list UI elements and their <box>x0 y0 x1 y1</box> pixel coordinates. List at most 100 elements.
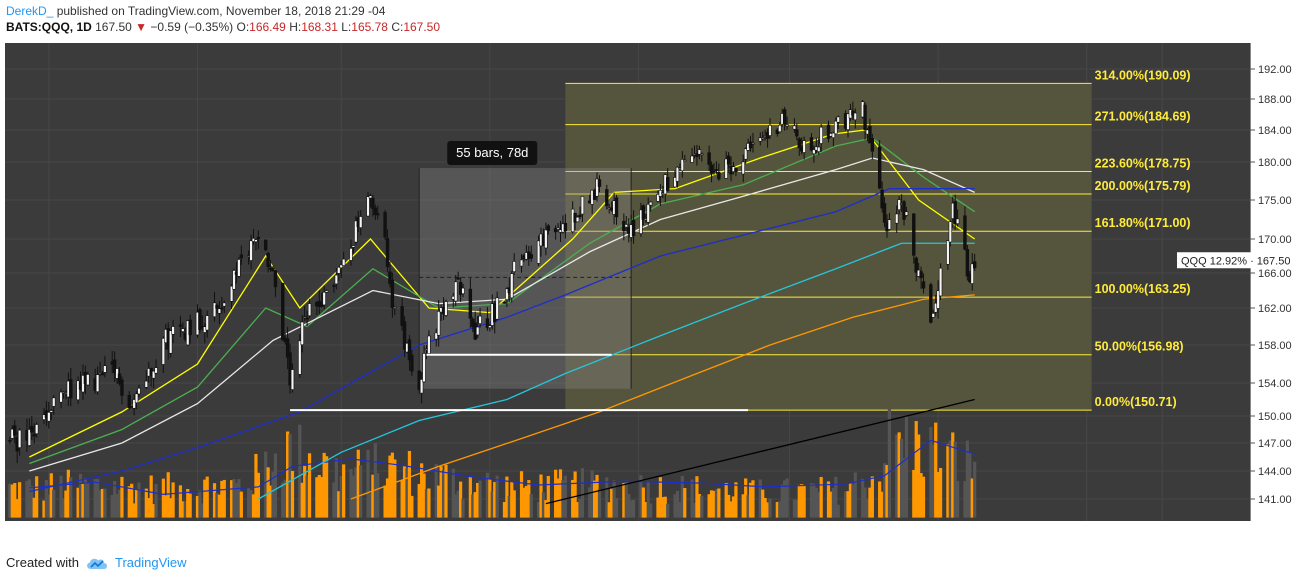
volume-bar <box>76 487 80 518</box>
candle-body <box>322 291 326 306</box>
candle-body <box>553 228 558 233</box>
candle-body <box>495 297 499 320</box>
candle-body <box>921 281 926 289</box>
trendline <box>545 398 975 505</box>
volume-bar <box>95 478 100 518</box>
candle-body <box>456 277 460 280</box>
y-tick-label: 192.00 <box>1258 64 1292 76</box>
candle-body <box>132 399 136 409</box>
candle-body <box>298 340 302 375</box>
volume-bar <box>417 483 421 518</box>
measure-label-bg <box>447 141 538 165</box>
volume-bar <box>305 475 309 518</box>
candle-body <box>778 124 782 133</box>
candle-body <box>792 125 797 130</box>
candle-body <box>512 261 516 272</box>
volume-bar <box>829 491 833 518</box>
volume-bar <box>649 503 653 518</box>
y-tick-label: 154.00 <box>1258 378 1292 390</box>
candle-body <box>853 112 858 121</box>
volume-bar <box>505 476 509 518</box>
volume-bar <box>390 452 394 518</box>
volume-bar <box>763 498 767 518</box>
y-tick-label: 147.00 <box>1258 438 1292 450</box>
volume-bar <box>802 485 806 518</box>
volume-bar <box>953 441 957 518</box>
volume-bar <box>948 440 952 518</box>
candle-body <box>237 259 241 277</box>
volume-bar <box>761 489 765 518</box>
candle-body <box>712 170 716 173</box>
volume-bar <box>178 485 183 518</box>
volume-bar <box>690 479 694 518</box>
volume-bar <box>18 482 22 518</box>
volume-bar <box>610 488 614 518</box>
candle-body <box>290 369 295 390</box>
volume-bar <box>212 483 217 518</box>
volume-bar <box>575 502 580 518</box>
tradingview-cloud-icon <box>87 558 107 569</box>
volume-bar <box>286 431 290 518</box>
measure-box <box>419 168 632 389</box>
price-tag-bg <box>1177 252 1295 269</box>
publish-line: DerekD_ published on TradingView.com, No… <box>6 3 440 19</box>
candle-body <box>334 274 339 285</box>
candle-body <box>266 252 270 268</box>
volume-bar <box>100 488 105 518</box>
candle-body <box>305 317 309 320</box>
candle-body <box>69 379 73 399</box>
volume-bar <box>144 488 148 518</box>
candle-body <box>161 338 166 365</box>
candle-body <box>475 326 480 336</box>
volume-bar <box>120 476 124 518</box>
candle-body <box>205 315 209 331</box>
candle-body <box>870 138 875 152</box>
moving-average-line <box>29 157 975 472</box>
candle-body <box>273 270 278 288</box>
candle-body <box>697 149 702 155</box>
volume-bar <box>780 484 784 518</box>
volume-bar <box>507 495 511 518</box>
volume-bar <box>117 489 122 518</box>
volume-bar <box>147 497 151 518</box>
candle-body <box>112 359 117 374</box>
candle-body <box>831 132 836 139</box>
volume-bar <box>758 479 762 518</box>
candle-body <box>307 303 312 317</box>
price-chart[interactable]: 314.00%(190.09) 271.00%(184.69) 223.60%(17… <box>5 43 1295 540</box>
volume-bar <box>746 494 750 518</box>
volume-bar <box>529 493 533 518</box>
volume-bar <box>188 493 192 518</box>
tradingview-link[interactable]: TradingView <box>114 555 187 570</box>
volume-bar <box>405 468 409 518</box>
volume-bar <box>675 490 680 518</box>
volume-bar <box>938 467 943 518</box>
volume-bar <box>454 494 458 518</box>
candle-body <box>505 288 509 300</box>
volume-bar <box>897 432 901 518</box>
volume-bar <box>812 483 816 518</box>
candle-body <box>929 284 933 323</box>
author-link[interactable]: DerekD_ <box>6 4 54 18</box>
chart-frame[interactable]: 314.00%(190.09) 271.00%(184.69) 223.60%(17… <box>5 43 1295 540</box>
volume-bar <box>320 476 324 518</box>
volume-bar <box>748 482 753 518</box>
volume-bar <box>47 494 51 518</box>
open-label: O: <box>236 20 250 34</box>
volume-bar <box>393 459 397 518</box>
candle-body <box>198 309 202 330</box>
volume-bar <box>266 467 270 518</box>
volume-bar <box>30 486 34 518</box>
volume-bar <box>490 491 494 518</box>
volume-bar <box>519 471 524 518</box>
fib-level-label: 0.00%(150.71) <box>1095 395 1177 409</box>
volume-bar <box>441 469 446 518</box>
volume-bar <box>86 482 90 518</box>
volume-bar <box>339 476 343 518</box>
volume-bar <box>478 480 482 518</box>
volume-bar <box>103 488 107 518</box>
candle-body <box>580 196 585 215</box>
volume-bar <box>512 490 516 518</box>
volume-bar <box>385 478 390 518</box>
volume-bar <box>222 479 226 518</box>
